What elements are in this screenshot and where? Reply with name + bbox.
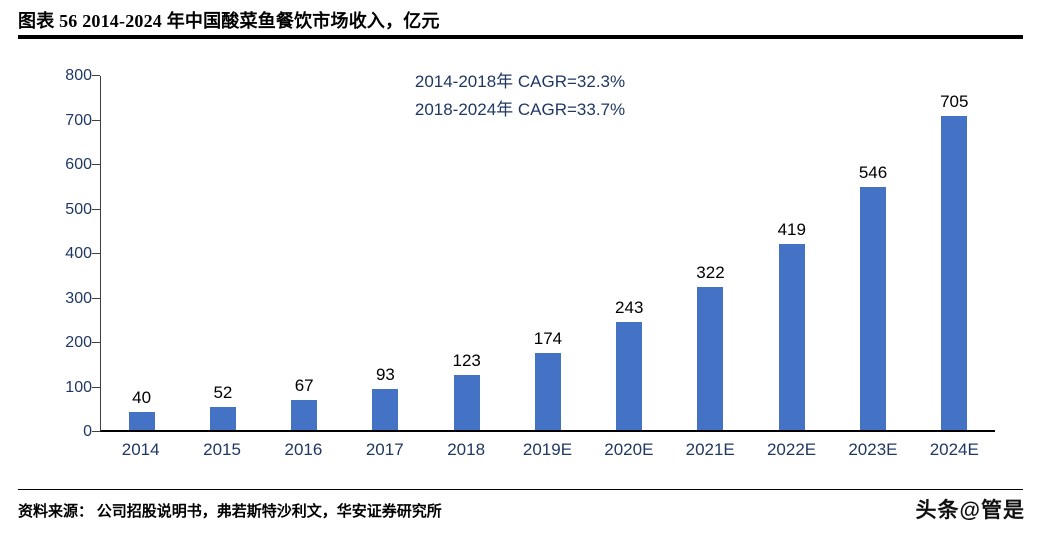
- x-axis-tick-label: 2022E: [766, 440, 817, 459]
- y-axis-tick-label: 300: [65, 289, 92, 307]
- footer-divider: [18, 489, 1023, 490]
- cagr-annotation-line1: 2014-2018年 CAGR=32.3%: [414, 72, 626, 91]
- bar: [941, 116, 968, 430]
- y-axis-tick-label: 500: [65, 200, 92, 218]
- y-axis-tick-mark: [92, 342, 100, 343]
- x-axis-tick-label: 2019E: [522, 440, 573, 459]
- x-axis-tick-label: 2014: [121, 440, 160, 459]
- y-axis-tick-mark: [92, 208, 100, 210]
- bar-column: 705: [914, 76, 995, 430]
- bar: [697, 286, 724, 430]
- x-axis-tick-label: 2016: [284, 440, 323, 459]
- y-axis-tick-mark: [92, 164, 100, 165]
- bar-column: 67: [264, 76, 345, 430]
- bar-value-label: 40: [132, 388, 152, 408]
- y-axis-tick-label: 400: [65, 245, 92, 262]
- bar: [209, 406, 236, 430]
- y-axis-tick-mark: [92, 253, 100, 254]
- bar-column: 52: [182, 76, 263, 430]
- bar-value-label: 705: [940, 92, 969, 112]
- y-axis-tick-label: 700: [65, 111, 92, 129]
- y-axis-tick-mark: [92, 431, 100, 432]
- bar-value-label: 174: [533, 328, 563, 348]
- bar-value-label: 93: [375, 364, 395, 384]
- bar: [453, 375, 480, 430]
- bar-column: 243: [589, 76, 670, 430]
- y-axis-tick-label: 800: [65, 67, 92, 84]
- watermark: 头条@管是: [915, 499, 1025, 522]
- x-axis-tick-label: 2017: [365, 440, 404, 459]
- bar-column: 419: [751, 76, 832, 430]
- y-axis-tick-label: 100: [65, 378, 92, 396]
- y-axis-ticks: [92, 75, 100, 432]
- bar-column: 40: [101, 76, 182, 430]
- y-axis-tick-label: 200: [65, 334, 92, 351]
- y-axis-tick-mark: [92, 75, 100, 76]
- bar-chart: 2014-2018年 CAGR=32.3% 2018-2024年 CAGR=33…: [40, 60, 1000, 480]
- bar-column: 123: [426, 76, 507, 430]
- x-axis-tick-label: 2023E: [848, 440, 898, 459]
- x-axis-tick-label: 2024E: [929, 440, 979, 459]
- bar-value-label: 243: [615, 297, 644, 317]
- x-axis-tick-label: 2015: [203, 440, 241, 459]
- title-divider: [18, 35, 1023, 39]
- x-axis: 2014 2015 2016 2017 2018 2019E 2020E 2021E 2022E…: [100, 440, 995, 460]
- bar-value-label: 546: [858, 163, 888, 183]
- y-axis-tick-label: 600: [65, 156, 92, 173]
- bar: [128, 412, 155, 430]
- bar-value-label: 419: [777, 219, 806, 239]
- bar: [372, 388, 399, 430]
- bar-value-label: 123: [452, 351, 481, 371]
- y-axis-tick-mark: [92, 297, 100, 299]
- bar-value-label: 52: [213, 382, 233, 402]
- bar: [860, 187, 887, 430]
- y-axis-tick-label: 0: [83, 423, 92, 440]
- bar: [291, 400, 318, 430]
- bar-column: 174: [507, 76, 588, 430]
- x-axis-tick-label: 2020E: [604, 440, 654, 459]
- cagr-annotation: 2014-2018年 CAGR=32.3% 2018-2024年 CAGR=33…: [40, 68, 1000, 124]
- chart-title: 图表 56 2014-2024 年中国酸菜鱼餐饮市场收入，亿元: [18, 11, 440, 31]
- bar: [616, 321, 643, 430]
- x-axis-tick-label: 2021E: [685, 440, 735, 459]
- source-note: 资料来源： 公司招股说明书，弗若斯特沙利文，华安证券研究所: [18, 504, 442, 520]
- bar-series: 40 52 67 93 123 174 243 322 419 546 705: [101, 76, 995, 430]
- bar-value-label: 322: [696, 262, 725, 282]
- y-axis-tick-mark: [92, 386, 100, 388]
- plot-area: 40 52 67 93 123 174 243 322 419 546 705: [100, 76, 995, 432]
- bar: [534, 352, 561, 430]
- bar: [778, 243, 805, 430]
- bar-value-label: 67: [294, 376, 314, 396]
- cagr-annotation-line2: 2018-2024年 CAGR=33.7%: [414, 100, 626, 119]
- bar-column: 93: [345, 76, 426, 430]
- y-axis-tick-mark: [92, 119, 100, 121]
- bar-column: 322: [670, 76, 751, 430]
- x-axis-tick-label: 2018: [447, 440, 486, 459]
- bar-column: 546: [832, 76, 913, 430]
- y-axis: 0 100 200 300 400 500 600 700 800: [40, 67, 92, 440]
